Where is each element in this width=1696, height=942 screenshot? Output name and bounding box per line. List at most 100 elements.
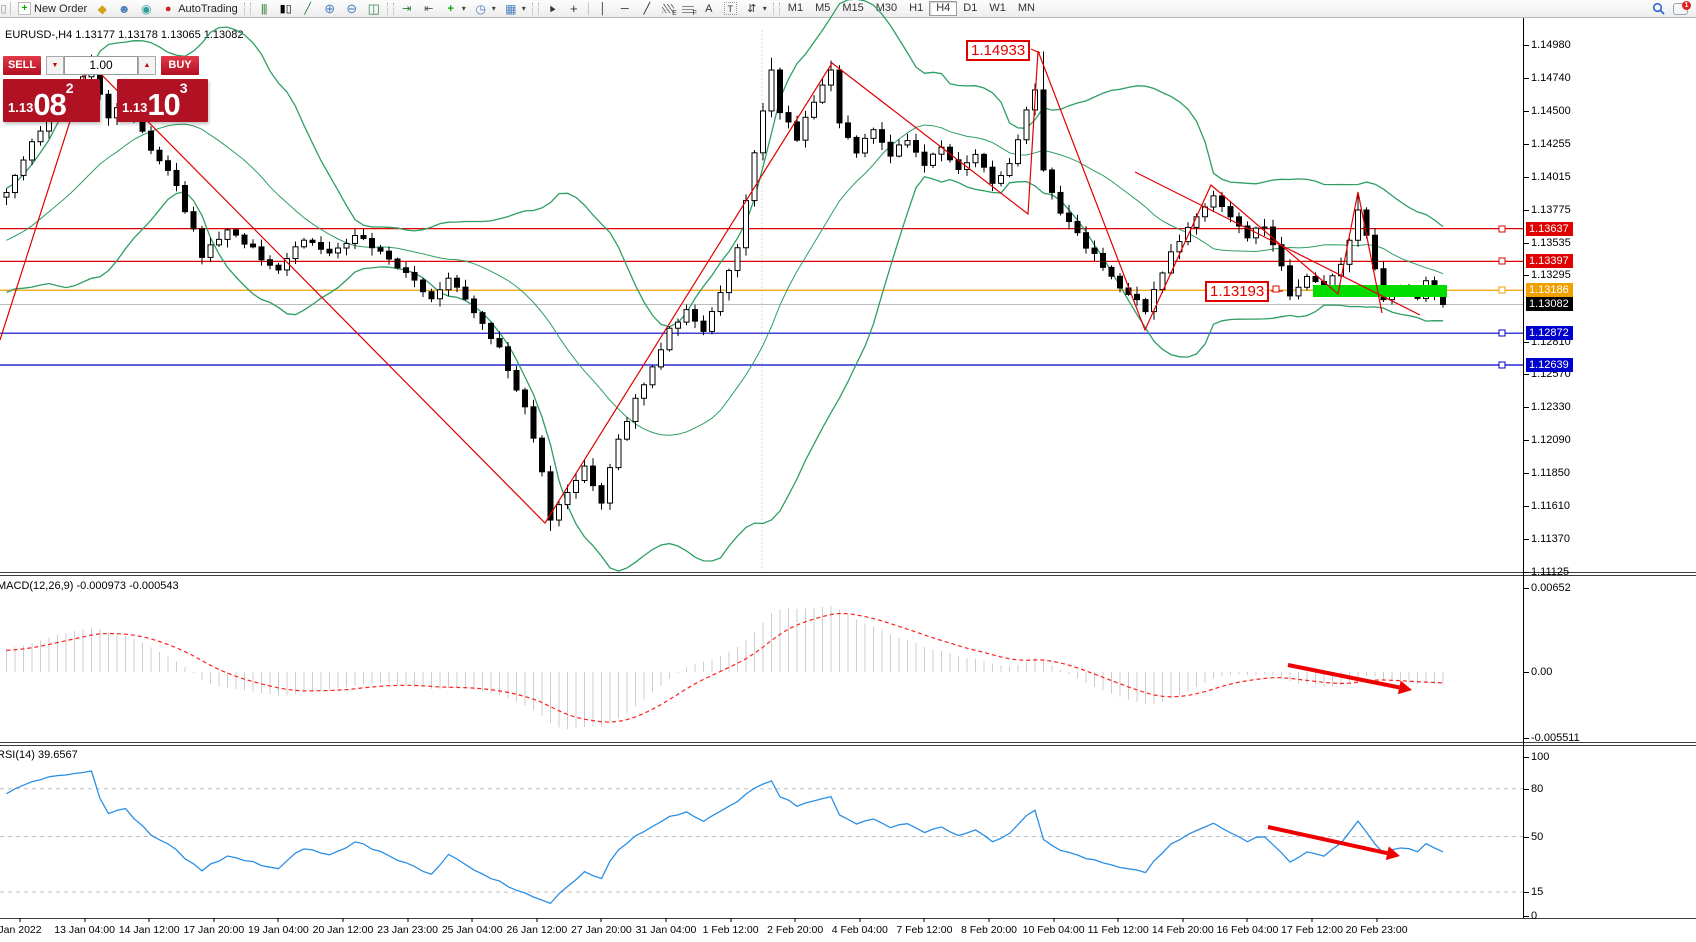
date-tick: [342, 918, 344, 922]
axis-tick: [1524, 341, 1529, 343]
text-tool-button[interactable]: A: [698, 1, 720, 16]
expert-advisors-button[interactable]: ☻: [113, 1, 135, 16]
bar-chart-button[interactable]: |||: [253, 1, 275, 16]
buy-button[interactable]: BUY: [161, 56, 199, 75]
rsi-label: RSI(14) 39.6567: [0, 749, 78, 761]
tile-windows-button[interactable]: ◫: [363, 1, 385, 16]
axis-tick: [1524, 242, 1529, 244]
price-tick-label: 1.11610: [1531, 499, 1570, 512]
date-tick-label: 19 Jan 04:00: [248, 924, 309, 936]
timeframe-button-d1[interactable]: D1: [963, 2, 978, 14]
chevron-down-icon: ▾: [521, 4, 526, 13]
search-button[interactable]: [1648, 1, 1669, 16]
date-tick-label: 2 Feb 20:00: [767, 924, 824, 936]
annotation-handle[interactable]: [1272, 285, 1280, 293]
zoom-in-button[interactable]: ⊕: [319, 1, 341, 16]
trendline-tool-button[interactable]: ╱: [636, 1, 658, 16]
chart-ohlc-header: EURUSD-,H4 1.13177 1.13178 1.13065 1.130…: [5, 29, 244, 41]
volume-input[interactable]: 1.00: [64, 56, 138, 75]
chart-shift-button[interactable]: ⇤: [418, 1, 440, 16]
price-annotation-box[interactable]: 1.13193: [1205, 281, 1270, 302]
arrows-icon: ⇵: [747, 2, 757, 15]
signals-button[interactable]: ◉: [135, 1, 157, 16]
line-handle[interactable]: [1498, 361, 1506, 369]
timeframe-button-mn[interactable]: MN: [1017, 2, 1035, 14]
timeframe-button-m30[interactable]: M30: [875, 2, 898, 14]
signals-icon: ◉: [140, 1, 152, 16]
price-tick-label: 1.11370: [1531, 532, 1570, 545]
price-tick-label: 1.14500: [1531, 104, 1571, 117]
gold-button[interactable]: ◆: [91, 1, 113, 16]
price-tick-label: 1.11125: [1531, 565, 1570, 578]
date-tick-label: Jan 2022: [0, 924, 42, 936]
rsi-pane[interactable]: [0, 745, 1523, 918]
line-handle[interactable]: [1498, 257, 1506, 265]
level-price-flag: 1.13186: [1526, 283, 1573, 298]
zoom-out-button[interactable]: ⊖: [341, 1, 363, 16]
bid-price-panel[interactable]: 1.13 08 2: [3, 79, 100, 122]
axis-tick: [1524, 836, 1529, 838]
trendline-icon: ╱: [643, 2, 651, 15]
new-order-label: New Order: [34, 2, 88, 15]
date-tick-label: 17 Jan 20:00: [183, 924, 245, 936]
periods-button[interactable]: ◷ ▾: [470, 1, 500, 16]
date-axis-line: [0, 918, 1696, 919]
price-pane[interactable]: [0, 0, 1523, 574]
axis-tick: [1524, 110, 1529, 112]
chart-shift-icon: ⇤: [424, 2, 434, 15]
templates-button[interactable]: ▦ ▾: [500, 1, 530, 16]
timeframe-button-m15[interactable]: M15: [842, 2, 864, 14]
arrows-tool-button[interactable]: ⇵ ▾: [741, 1, 771, 16]
autotrading-button[interactable]: ● AutoTrading: [157, 1, 242, 16]
axis-tick: [1524, 275, 1529, 277]
equidistant-channel-tool-button[interactable]: E: [658, 1, 678, 17]
horizontal-line-tool-button[interactable]: ─: [614, 1, 636, 16]
sell-button[interactable]: SELL: [3, 56, 41, 75]
auto-scroll-button[interactable]: ⇥: [396, 1, 418, 16]
date-tick: [148, 918, 150, 922]
date-tick: [1117, 918, 1119, 922]
bid-price-small: 1.13: [8, 100, 34, 115]
price-annotation-box[interactable]: 1.14933: [966, 40, 1031, 61]
ask-price-panel[interactable]: 1.13 10 3: [117, 79, 208, 122]
pane-separator[interactable]: [0, 742, 1696, 743]
volume-increase-button[interactable]: ▲: [138, 56, 156, 75]
timeframe-button-h4[interactable]: H4: [929, 1, 958, 16]
line-chart-button[interactable]: ╱: [297, 1, 319, 16]
line-handle[interactable]: [1498, 286, 1506, 294]
clock-icon: ◷: [475, 1, 486, 16]
macd-pane[interactable]: [0, 576, 1523, 742]
date-tick-label: 25 Jan 04:00: [441, 924, 503, 936]
cursor-tool-button[interactable]: ▲: [541, 1, 563, 16]
date-tick: [988, 918, 990, 922]
fibonacci-icon: F: [681, 4, 697, 17]
line-handle[interactable]: [1498, 329, 1506, 337]
price-tick-label: 1.14015: [1531, 170, 1571, 183]
date-tick: [859, 918, 861, 922]
volume-decrease-button[interactable]: ▼: [46, 56, 64, 75]
price-tick-label: 1.13535: [1531, 236, 1571, 249]
date-tick-label: 10 Feb 04:00: [1022, 924, 1085, 936]
new-order-button[interactable]: + New Order: [14, 1, 91, 16]
candlestick-chart-button[interactable]: ▮▯: [275, 1, 297, 16]
price-tick-label: 1.14255: [1531, 138, 1571, 151]
text-label-tool-button[interactable]: T: [720, 1, 741, 16]
notifications-button[interactable]: 1: [1669, 0, 1692, 16]
indicators-button[interactable]: + ▾: [440, 1, 470, 16]
cursor-icon: ▲: [544, 0, 559, 16]
pane-separator[interactable]: [0, 572, 1696, 573]
chevron-down-icon: ▾: [491, 4, 496, 13]
timeframe-button-m1[interactable]: M1: [787, 2, 804, 14]
pane-separator[interactable]: [0, 575, 1696, 576]
timeframe-button-w1[interactable]: W1: [989, 2, 1006, 14]
crosshair-tool-button[interactable]: +: [563, 1, 585, 16]
vertical-line-tool-button[interactable]: │: [592, 1, 614, 16]
pane-separator[interactable]: [0, 745, 1696, 746]
crosshair-icon: +: [569, 0, 578, 16]
timeframe-button-m5[interactable]: M5: [815, 2, 831, 14]
timeframe-button-h1[interactable]: H1: [909, 2, 924, 14]
level-price-flag: 1.12639: [1526, 358, 1573, 373]
fibonacci-tool-button[interactable]: F: [678, 1, 698, 17]
line-handle[interactable]: [1498, 225, 1506, 233]
